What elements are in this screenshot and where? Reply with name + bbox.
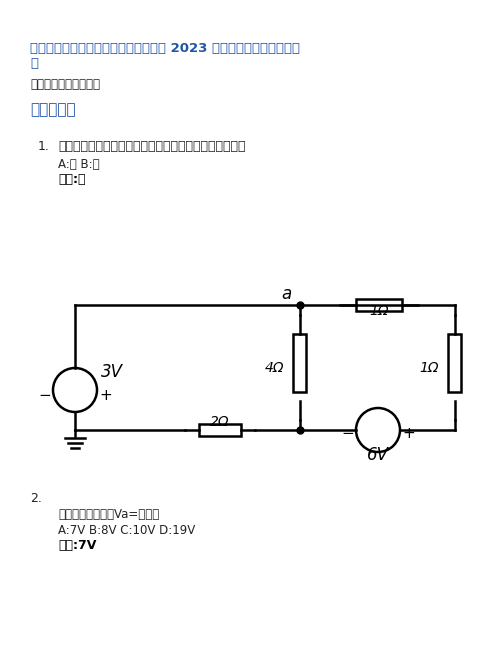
Text: 如图所示电路中，Va=（）。: 如图所示电路中，Va=（）。 (58, 508, 159, 521)
Text: 电工电子技术智慧树知到课后章节答案 2023 年下陕西工业职业技术学: 电工电子技术智慧树知到课后章节答案 2023 年下陕西工业职业技术学 (30, 42, 300, 55)
Text: 答案:对: 答案:对 (58, 173, 85, 186)
Text: 陕西工业职业技术学院: 陕西工业职业技术学院 (30, 78, 100, 91)
Text: 1Ω: 1Ω (369, 304, 388, 318)
Text: A:错 B:对: A:错 B:对 (58, 158, 99, 171)
Text: 1Ω: 1Ω (419, 360, 438, 374)
Text: 第一章测试: 第一章测试 (30, 102, 76, 117)
Text: 1.: 1. (38, 140, 50, 153)
Bar (198, 424, 240, 436)
Text: 院: 院 (30, 57, 38, 70)
Text: 2.: 2. (30, 492, 42, 505)
Text: +: + (99, 389, 112, 404)
Text: 最简单的电路由电源、负荷、开关和连接导线组成。（）: 最简单的电路由电源、负荷、开关和连接导线组成。（） (58, 140, 245, 153)
Text: 6V: 6V (366, 446, 388, 464)
Text: 2Ω: 2Ω (210, 415, 229, 429)
Text: −: − (38, 389, 51, 404)
Circle shape (355, 408, 399, 452)
Text: 答案:7V: 答案:7V (58, 539, 96, 552)
Bar (355, 299, 402, 311)
Text: 3V: 3V (101, 363, 123, 381)
Text: a: a (281, 285, 292, 303)
Text: +: + (401, 426, 414, 441)
Circle shape (53, 368, 97, 412)
Text: A:7V B:8V C:10V D:19V: A:7V B:8V C:10V D:19V (58, 524, 195, 537)
Bar (447, 334, 460, 391)
Text: 4Ω: 4Ω (264, 360, 284, 374)
Text: −: − (341, 426, 353, 441)
Bar (293, 334, 306, 391)
